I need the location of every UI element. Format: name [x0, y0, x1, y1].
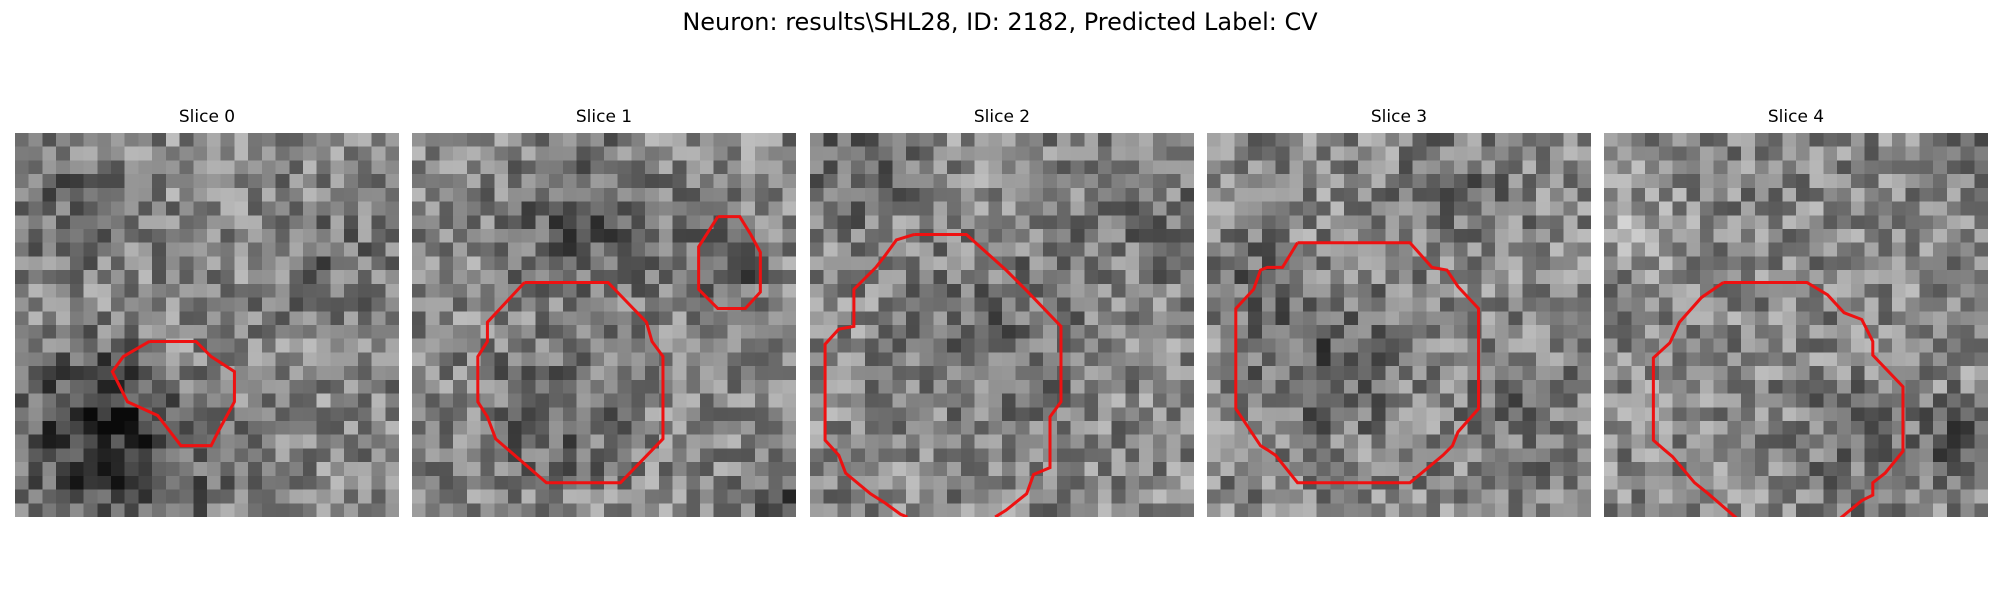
slice-image: [810, 133, 1194, 517]
panel-slice-2: Slice 2: [810, 105, 1194, 517]
figure-title: Neuron: results\SHL28, ID: 2182, Predict…: [682, 8, 1318, 36]
panel-title: Slice 0: [178, 107, 236, 127]
slice-image: [1207, 133, 1591, 517]
pixel-grid: [15, 133, 399, 517]
roi-contour: [110, 339, 236, 448]
roi-contour: [914, 232, 1063, 517]
panel-title: Slice 3: [1370, 107, 1428, 127]
slice-image: [1604, 133, 1988, 517]
panel-title: Slice 4: [1767, 107, 1825, 127]
slice-image: [412, 133, 796, 517]
panel-title: Slice 1: [575, 107, 633, 127]
pixel-grid: [1207, 133, 1591, 517]
panel-slice-3: Slice 3: [1207, 105, 1591, 517]
roi-contour: [1723, 280, 1905, 517]
panel-slice-0: Slice 0: [15, 105, 399, 517]
pixel-grid: [412, 133, 796, 517]
panel-slice-4: Slice 4: [1604, 105, 1988, 517]
pixel-grid: [810, 133, 1194, 517]
roi-contour: [1234, 241, 1481, 485]
roi-contour: [823, 233, 915, 517]
panel-title: Slice 2: [973, 107, 1031, 127]
roi-contour: [1651, 281, 1738, 517]
slice-image: [15, 133, 399, 517]
roi-contour: [697, 215, 762, 311]
panel-slice-1: Slice 1: [412, 105, 796, 517]
roi-contour: [476, 280, 665, 485]
pixel-grid: [1604, 133, 1988, 517]
